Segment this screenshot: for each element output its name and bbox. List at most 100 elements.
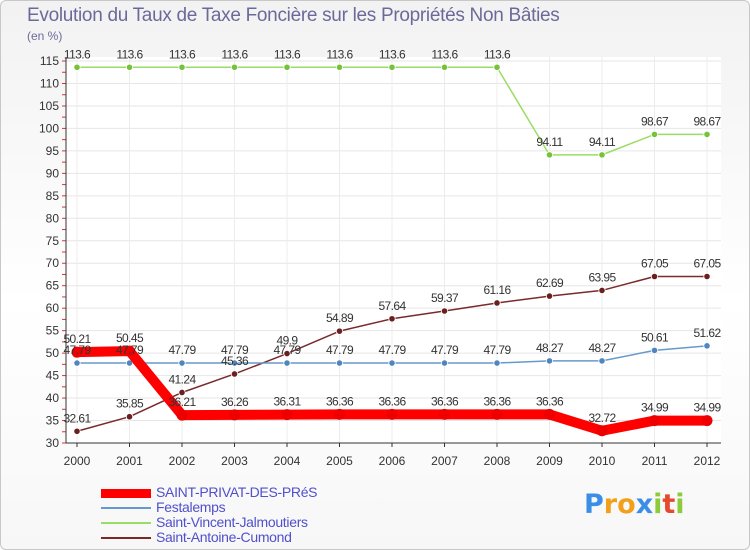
data-point (283, 349, 291, 358)
data-point (493, 299, 501, 307)
y-tick-label: 45 (46, 369, 60, 383)
data-label: 98.67 (641, 114, 669, 128)
x-tick-label: 2010 (589, 454, 616, 468)
data-label: 36.36 (536, 394, 564, 408)
data-label: 36.36 (431, 394, 459, 408)
y-tick-label: 35 (46, 414, 60, 428)
data-label: 98.67 (693, 114, 721, 128)
data-label: 62.69 (536, 276, 564, 290)
data-point (440, 63, 449, 71)
legend-swatch (101, 507, 151, 509)
data-label: 113.6 (431, 47, 458, 61)
y-tick-label: 30 (46, 436, 60, 450)
logo-letter: r (603, 489, 618, 520)
data-point (545, 151, 554, 159)
y-tick-label: 115 (40, 54, 59, 68)
legend-label: Saint-Vincent-Jalmoutiers (156, 514, 308, 530)
x-tick-label: 2002 (169, 454, 196, 468)
data-point (73, 359, 81, 367)
data-label: 36.36 (483, 394, 511, 408)
data-point (125, 413, 134, 421)
x-tick-label: 2012 (694, 454, 721, 468)
data-point (650, 272, 659, 281)
y-tick-label: 55 (46, 324, 60, 338)
legend-swatch (101, 489, 151, 498)
data-point (545, 292, 554, 300)
data-point (439, 408, 450, 420)
y-tick-label: 70 (46, 256, 60, 270)
data-label: 32.61 (63, 411, 91, 425)
data-point (388, 63, 396, 71)
data-point (230, 63, 239, 71)
data-label: 94.11 (589, 135, 616, 149)
data-point (649, 415, 660, 427)
data-label: 51.62 (693, 326, 721, 340)
data-label: 47.79 (273, 343, 301, 357)
legend-item: Festalemps (101, 499, 401, 515)
data-label: 59.37 (431, 291, 459, 305)
y-tick-label: 50 (46, 346, 60, 360)
x-tick-label: 2008 (484, 454, 511, 468)
y-tick-label: 100 (39, 121, 59, 135)
data-label: 94.11 (536, 135, 563, 149)
data-point (650, 130, 659, 138)
data-label: 50.61 (641, 330, 669, 344)
y-tick-label: 75 (46, 234, 60, 248)
data-point (598, 286, 606, 295)
data-point (440, 359, 449, 367)
data-label: 113.6 (116, 47, 143, 61)
data-label: 36.21 (168, 395, 196, 409)
data-label: 41.24 (168, 372, 196, 386)
data-point (125, 359, 134, 367)
data-label: 47.79 (221, 343, 249, 357)
data-point (493, 63, 501, 71)
data-point (598, 357, 606, 365)
data-label: 47.79 (431, 343, 459, 357)
data-label: 36.26 (221, 395, 249, 409)
legend-item: Saint-Antoine-Cumond (101, 529, 401, 545)
data-label: 50.21 (63, 332, 91, 346)
x-tick-label: 2001 (116, 454, 143, 468)
y-axis-unit: (en %) (27, 29, 63, 43)
legend-label: Festalemps (156, 499, 226, 515)
data-label: 47.79 (378, 343, 406, 357)
data-point (493, 359, 501, 367)
data-point (230, 359, 239, 367)
data-point (335, 327, 344, 335)
y-tick-label: 40 (46, 391, 60, 405)
y-tick-label: 85 (46, 189, 60, 203)
legend-label: SAINT-PRIVAT-DES-PRéS (156, 484, 318, 500)
data-point (335, 359, 344, 367)
data-point (229, 409, 240, 421)
data-point (283, 63, 291, 71)
plot-area (66, 57, 721, 443)
data-label: 34.99 (641, 401, 669, 415)
data-label: 47.79 (483, 343, 511, 357)
data-point (73, 427, 81, 435)
data-label: 50.45 (116, 331, 144, 345)
data-label: 47.79 (63, 343, 91, 357)
x-tick-label: 2004 (274, 454, 301, 468)
data-label: 67.05 (693, 256, 721, 270)
data-label: 47.79 (116, 343, 144, 357)
data-label: 34.99 (693, 401, 721, 415)
x-tick-label: 2005 (326, 454, 353, 468)
data-label: 113.6 (64, 47, 91, 61)
data-point (178, 359, 186, 367)
data-label: 61.16 (483, 283, 511, 297)
y-tick-label: 110 (40, 76, 59, 90)
data-label: 47.79 (326, 343, 354, 357)
data-label: 57.64 (378, 299, 406, 313)
data-label: 36.36 (378, 394, 406, 408)
x-tick-label: 2000 (64, 454, 91, 468)
data-point (73, 63, 81, 71)
data-label: 47.79 (168, 343, 196, 357)
y-tick-label: 80 (46, 211, 60, 225)
data-point (124, 345, 135, 357)
legend-item: Saint-Vincent-Jalmoutiers (101, 514, 401, 530)
data-point (598, 151, 606, 159)
y-tick-label: 105 (39, 99, 59, 113)
proxiti-logo: Proxiti (584, 489, 685, 520)
